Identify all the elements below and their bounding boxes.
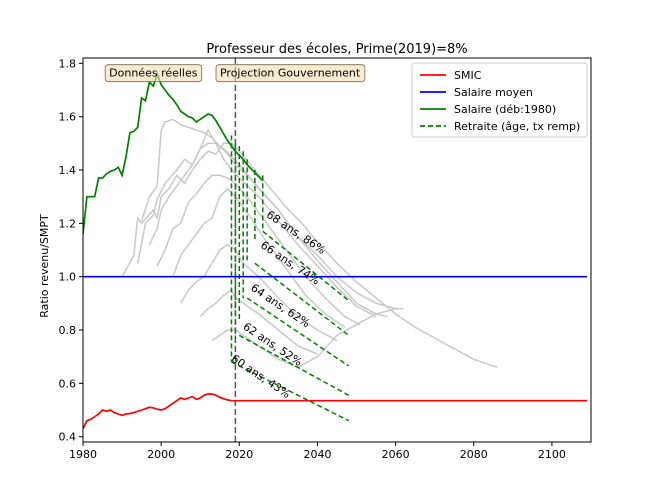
x-tick-label: 2040: [303, 448, 331, 461]
legend-label-2: Salaire (déb:1980): [454, 103, 556, 116]
legend-box: [411, 62, 588, 138]
y-tick-label: 0.8: [59, 324, 77, 337]
series-line-2: [83, 71, 264, 235]
y-tick-label: 1.4: [59, 164, 77, 177]
x-tick-label: 2060: [382, 448, 410, 461]
x-tick-label: 2080: [460, 448, 488, 461]
region-label-text: Données réelles: [109, 67, 198, 80]
y-tick-label: 1.2: [59, 217, 77, 230]
gray-curve-3: [148, 128, 377, 318]
x-tick-label: 2100: [538, 448, 566, 461]
x-tick-label: 2020: [225, 448, 253, 461]
region-label-box: [104, 64, 203, 83]
y-tick-label: 0.4: [59, 431, 77, 444]
retirement-dash-7: [231, 361, 350, 422]
legend-label-0: SMIC: [454, 69, 482, 82]
gray-curve-8: [211, 329, 299, 368]
plot-lines: [83, 58, 588, 442]
x-tick-label: 2000: [147, 448, 175, 461]
gray-curve-9: [297, 307, 396, 368]
region-label-box: [215, 64, 366, 83]
plot-area: [83, 58, 588, 442]
gray-curve-1: [136, 142, 404, 310]
y-tick-label: 1.8: [59, 57, 77, 70]
annotation-2: 64 ans, 62%: [248, 281, 312, 330]
retirement-dash-9: [246, 297, 350, 367]
region-label-1: Projection Gouvernement: [215, 64, 366, 83]
legend: SMIC Salaire moyen Salaire (déb:1980) Retra…: [411, 62, 588, 138]
region-label-0: Données réelles: [104, 64, 203, 83]
region-label-text: Projection Gouvernement: [220, 67, 361, 80]
gray-curve-5: [172, 187, 346, 328]
y-tick-label: 0.6: [59, 377, 77, 390]
chart-title: Professeur des écoles, Prime(2019)=8%: [206, 42, 467, 57]
plot-frame: [82, 57, 592, 443]
gray-curve-0: [121, 142, 498, 369]
x-tick-label: 1980: [69, 448, 97, 461]
axis-ticks: 1980 2000 2020 2040 2060 2080 2100 0.4 0.6 0.8 1.0…: [59, 57, 566, 461]
retirement-dash-11: [262, 230, 350, 302]
legend-label-3: Retraite (âge, tx remp): [454, 120, 580, 133]
legend-label-1: Salaire moyen: [454, 86, 533, 99]
gray-curve-2: [140, 118, 388, 318]
retirement-dash-10: [254, 262, 350, 336]
y-tick-label: 1.6: [59, 111, 77, 124]
retirement-dash-8: [238, 334, 350, 396]
series-line-0: [83, 393, 588, 430]
gray-curve-4: [156, 174, 361, 326]
y-tick-label: 1.0: [59, 271, 77, 284]
y-axis-label: Ratio revenu/SMPT: [38, 214, 51, 318]
